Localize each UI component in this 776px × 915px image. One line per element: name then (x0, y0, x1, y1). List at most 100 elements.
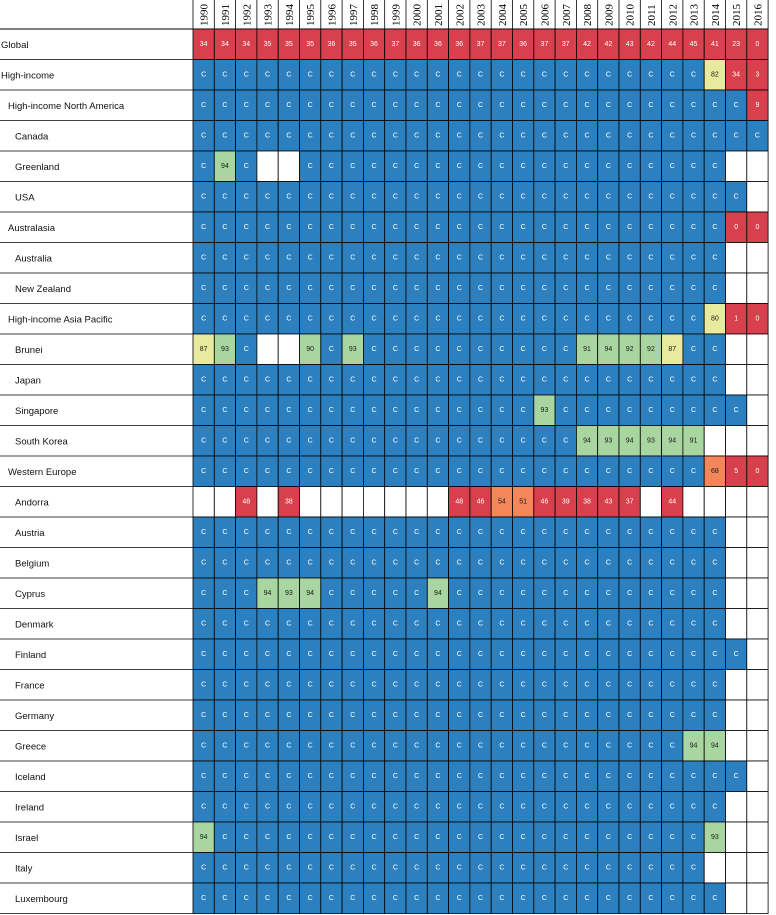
cell-value: C (712, 102, 717, 109)
cell-value: C (712, 559, 717, 566)
cell-value: 46 (477, 498, 485, 505)
cell-value: C (393, 529, 398, 536)
cell-value: C (329, 376, 334, 383)
cell-value: C (435, 742, 440, 749)
cell-value: C (521, 71, 526, 78)
cell-value: C (691, 620, 696, 627)
cell-value: C (222, 376, 227, 383)
year-label: 2004 (497, 4, 509, 27)
cell-value: C (329, 132, 334, 139)
cell-value: C (712, 285, 717, 292)
cell-value: 37 (477, 41, 485, 48)
cell-value: C (372, 71, 377, 78)
cell-value: 82 (711, 71, 719, 78)
cell-value: C (201, 559, 206, 566)
cell-value: C (712, 529, 717, 536)
cell-value: C (478, 620, 483, 627)
cell-value: C (457, 651, 462, 658)
cell-value: C (393, 224, 398, 231)
cell-value: C (499, 132, 504, 139)
cell-value: C (329, 315, 334, 322)
cell-value: C (308, 864, 313, 871)
cell-value: C (414, 285, 419, 292)
cell-value: C (265, 834, 270, 841)
cell-value: C (329, 71, 334, 78)
cell-value: 87 (200, 346, 208, 353)
cell-value: C (457, 529, 462, 536)
cell-value: C (435, 376, 440, 383)
heatmap-cell (725, 425, 748, 457)
cell-value: C (499, 651, 504, 658)
cell-value: C (350, 742, 355, 749)
cell-value: C (563, 895, 568, 902)
cell-value: C (542, 590, 547, 597)
cell-value: C (457, 285, 462, 292)
cell-value: C (308, 102, 313, 109)
cell-value: C (542, 163, 547, 170)
cell-value: 43 (626, 41, 634, 48)
cell-value: C (201, 193, 206, 200)
heatmap-cell (725, 577, 748, 609)
cell-value: C (201, 315, 206, 322)
cell-value: C (201, 742, 206, 749)
heatmap-cell (725, 150, 748, 182)
cell-value: C (457, 559, 462, 566)
cell-value: C (563, 224, 568, 231)
cell-value: 9 (755, 102, 759, 109)
cell-value: C (563, 71, 568, 78)
cell-value: C (435, 285, 440, 292)
row-label: Belgium (15, 558, 49, 569)
cell-value: C (521, 437, 526, 444)
cell-value: C (670, 163, 675, 170)
cell-value: C (585, 193, 590, 200)
cell-value: C (350, 651, 355, 658)
cell-value: 94 (711, 742, 719, 749)
cell-value: C (329, 681, 334, 688)
cell-value: C (308, 254, 313, 261)
cell-value: C (691, 102, 696, 109)
cell-value: C (457, 468, 462, 475)
cell-value: 0 (755, 315, 759, 322)
cell-value: C (712, 803, 717, 810)
cell-value: C (606, 834, 611, 841)
cell-value: C (691, 895, 696, 902)
cell-value: C (308, 712, 313, 719)
cell-value: C (478, 102, 483, 109)
cell-value: C (563, 315, 568, 322)
year-label: 2010 (625, 4, 637, 27)
cell-value: 93 (541, 407, 549, 414)
cell-value: C (712, 895, 717, 902)
heatmap-cell (341, 486, 364, 518)
row-label: Italy (15, 863, 33, 874)
cell-value: C (563, 712, 568, 719)
year-label: 1991 (220, 4, 232, 26)
cell-value: C (286, 834, 291, 841)
heatmap-cell (725, 516, 748, 548)
cell-value: C (457, 620, 462, 627)
cell-value: C (435, 468, 440, 475)
cell-value: C (478, 803, 483, 810)
cell-value: C (691, 224, 696, 231)
cell-value: C (563, 803, 568, 810)
cell-value: 48 (242, 498, 250, 505)
cell-value: C (350, 712, 355, 719)
year-label: 2008 (582, 4, 594, 27)
cell-value: C (414, 102, 419, 109)
cell-value: C (521, 132, 526, 139)
cell-value: C (308, 437, 313, 444)
cell-value: C (372, 529, 377, 536)
cell-value: C (691, 651, 696, 658)
cell-value: C (606, 71, 611, 78)
cell-value: C (457, 132, 462, 139)
cell-value: C (478, 651, 483, 658)
cell-value: C (670, 742, 675, 749)
row-label: Canada (15, 131, 49, 142)
cell-value: C (712, 773, 717, 780)
cell-value: C (286, 895, 291, 902)
cell-value: C (372, 407, 377, 414)
cell-value: C (691, 559, 696, 566)
cell-value: C (265, 285, 270, 292)
cell-value: C (308, 834, 313, 841)
cell-value: C (542, 468, 547, 475)
cell-value: C (393, 468, 398, 475)
